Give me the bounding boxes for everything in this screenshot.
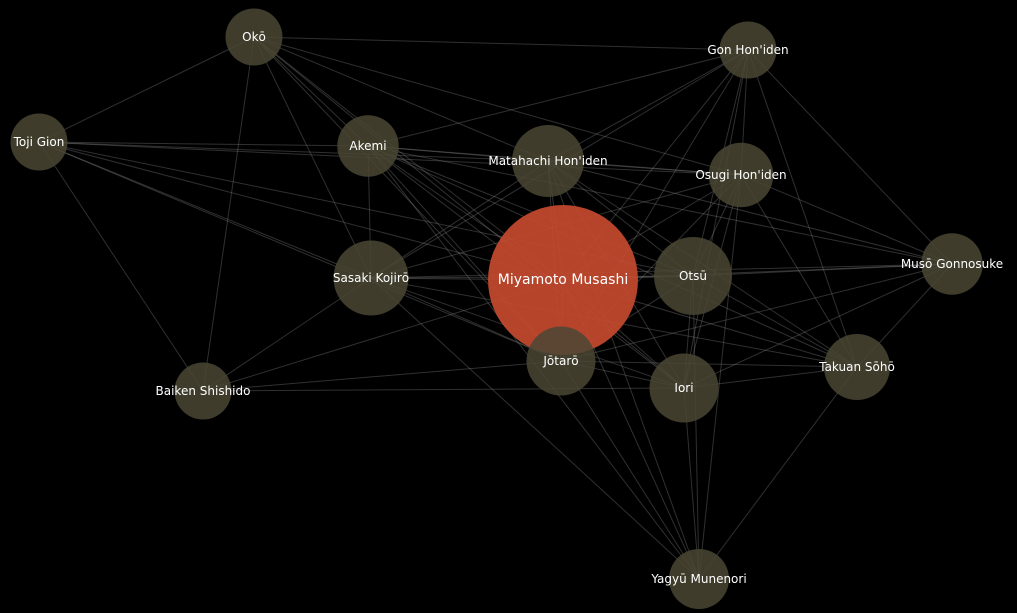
edge-toji-jotaro bbox=[38, 141, 562, 362]
edge-akemi-muso bbox=[367, 145, 953, 265]
edge-gon-takuan bbox=[747, 49, 858, 368]
node-circle-muso[interactable] bbox=[921, 233, 983, 295]
edge-gon-muso bbox=[747, 49, 953, 265]
node-takuan[interactable] bbox=[824, 334, 890, 400]
edge-toji-baiken bbox=[38, 141, 204, 392]
edge-gon-iori bbox=[683, 49, 749, 389]
edge-gon-matahachi bbox=[547, 49, 749, 162]
node-oko[interactable] bbox=[225, 8, 283, 66]
node-circle-iori[interactable] bbox=[649, 353, 719, 423]
edge-osugi-muso bbox=[740, 174, 953, 265]
edge-jotaro-takuan bbox=[560, 360, 858, 368]
edge-otsu-muso bbox=[692, 263, 953, 277]
node-otsu[interactable] bbox=[654, 237, 732, 315]
edge-sasaki-yagyu bbox=[370, 277, 700, 580]
node-gon[interactable] bbox=[719, 21, 777, 79]
node-toji[interactable] bbox=[10, 113, 68, 171]
edge-toji-akemi bbox=[38, 141, 369, 147]
node-iori[interactable] bbox=[649, 353, 719, 423]
node-musashi[interactable] bbox=[488, 205, 638, 355]
edge-osugi-yagyu bbox=[698, 174, 742, 580]
edge-oko-baiken bbox=[202, 36, 255, 392]
edge-jotaro-muso bbox=[560, 263, 953, 362]
edge-otsu-yagyu bbox=[692, 275, 700, 580]
node-matahachi[interactable] bbox=[512, 125, 584, 197]
edge-oko-toji bbox=[38, 36, 255, 143]
node-sasaki[interactable] bbox=[333, 240, 409, 316]
node-akemi[interactable] bbox=[337, 115, 399, 177]
node-circle-matahachi[interactable] bbox=[512, 125, 584, 197]
edge-osugi-takuan bbox=[740, 174, 858, 368]
node-circle-toji[interactable] bbox=[10, 113, 68, 171]
edge-oko-iori bbox=[253, 36, 685, 389]
edge-gon-akemi bbox=[367, 49, 749, 147]
node-circle-baiken[interactable] bbox=[174, 362, 232, 420]
node-circle-oko[interactable] bbox=[225, 8, 283, 66]
edge-toji-sasaki bbox=[38, 141, 372, 279]
node-osugi[interactable] bbox=[708, 142, 774, 208]
edge-iori-muso bbox=[683, 263, 953, 389]
edge-oko-matahachi bbox=[253, 36, 549, 162]
edge-jotaro-baiken bbox=[202, 360, 562, 392]
node-baiken[interactable] bbox=[174, 362, 232, 420]
edge-akemi-otsu bbox=[367, 145, 694, 277]
edge-oko-sasaki bbox=[253, 36, 372, 279]
node-circle-akemi[interactable] bbox=[337, 115, 399, 177]
node-circle-jotaro[interactable] bbox=[526, 326, 596, 396]
edge-iori-baiken bbox=[202, 387, 685, 392]
edge-toji-matahachi bbox=[38, 141, 549, 162]
node-jotaro[interactable] bbox=[526, 326, 596, 396]
edge-jotaro-yagyu bbox=[560, 360, 700, 580]
edge-oko-gon bbox=[253, 36, 749, 51]
node-circle-yagyu[interactable] bbox=[669, 549, 729, 609]
node-circle-sasaki[interactable] bbox=[333, 240, 409, 316]
node-circle-gon[interactable] bbox=[719, 21, 777, 79]
node-circle-takuan[interactable] bbox=[824, 334, 890, 400]
edge-toji-musashi bbox=[38, 141, 564, 281]
node-yagyu[interactable] bbox=[669, 549, 729, 609]
edge-oko-osugi bbox=[253, 36, 742, 176]
edge-takuan-yagyu bbox=[698, 366, 858, 580]
node-circle-osugi[interactable] bbox=[708, 142, 774, 208]
node-circle-musashi[interactable] bbox=[488, 205, 638, 355]
node-muso[interactable] bbox=[921, 233, 983, 295]
edge-matahachi-muso bbox=[547, 160, 953, 265]
node-circle-otsu[interactable] bbox=[654, 237, 732, 315]
